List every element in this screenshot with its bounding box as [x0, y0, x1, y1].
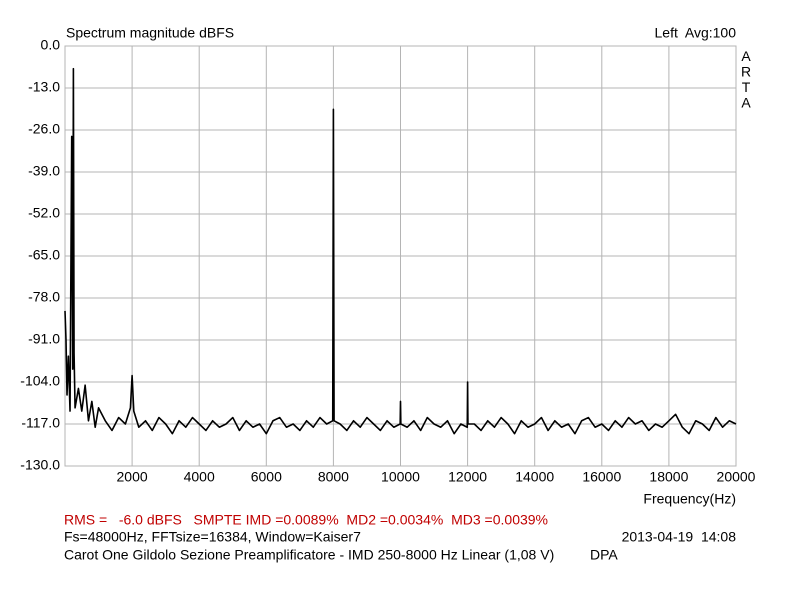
x-tick-label: 16000: [582, 469, 621, 485]
plot-border: [64, 45, 737, 467]
y-tick-label: -104.0: [20, 373, 60, 389]
x-tick-label: 8000: [318, 469, 349, 485]
channel-info: Left Avg:100: [655, 25, 737, 41]
y-tick-label: -65.0: [28, 247, 60, 263]
y-tick-label: -13.0: [28, 79, 60, 95]
settings: Fs=48000Hz, FFTsize=16384, Window=Kaiser…: [64, 529, 361, 545]
timestamp: 2013-04-19 14:08: [622, 529, 737, 545]
y-tick-label: -26.0: [28, 121, 60, 137]
y-tick-label: -52.0: [28, 205, 60, 221]
x-tick-label: 6000: [251, 469, 282, 485]
y-tick-label: -91.0: [28, 331, 60, 347]
y-tick-label: 0.0: [41, 37, 61, 53]
description: Carot One Gildolo Sezione Preamplificato…: [64, 547, 554, 563]
x-tick-label: 20000: [717, 469, 756, 485]
chart-title: Spectrum magnitude dBFS: [66, 25, 234, 41]
x-tick-label: 18000: [649, 469, 688, 485]
tag: DPA: [590, 547, 618, 563]
y-tick-label: -117.0: [21, 415, 60, 431]
x-tick-label: 2000: [117, 469, 148, 485]
x-tick-label: 4000: [184, 469, 215, 485]
x-tick-label: 10000: [381, 469, 420, 485]
x-tick-label: 12000: [448, 469, 487, 485]
y-tick-label: -78.0: [28, 289, 60, 305]
y-tick-label: -39.0: [28, 163, 60, 179]
x-axis-label: Frequency(Hz): [643, 491, 736, 507]
spectrum-line: [64, 67, 737, 435]
x-tick-label: 14000: [515, 469, 554, 485]
y-tick-label: -130.0: [20, 457, 60, 473]
measurements: RMS = -6.0 dBFS SMPTE IMD =0.0089% MD2 =…: [64, 512, 548, 528]
